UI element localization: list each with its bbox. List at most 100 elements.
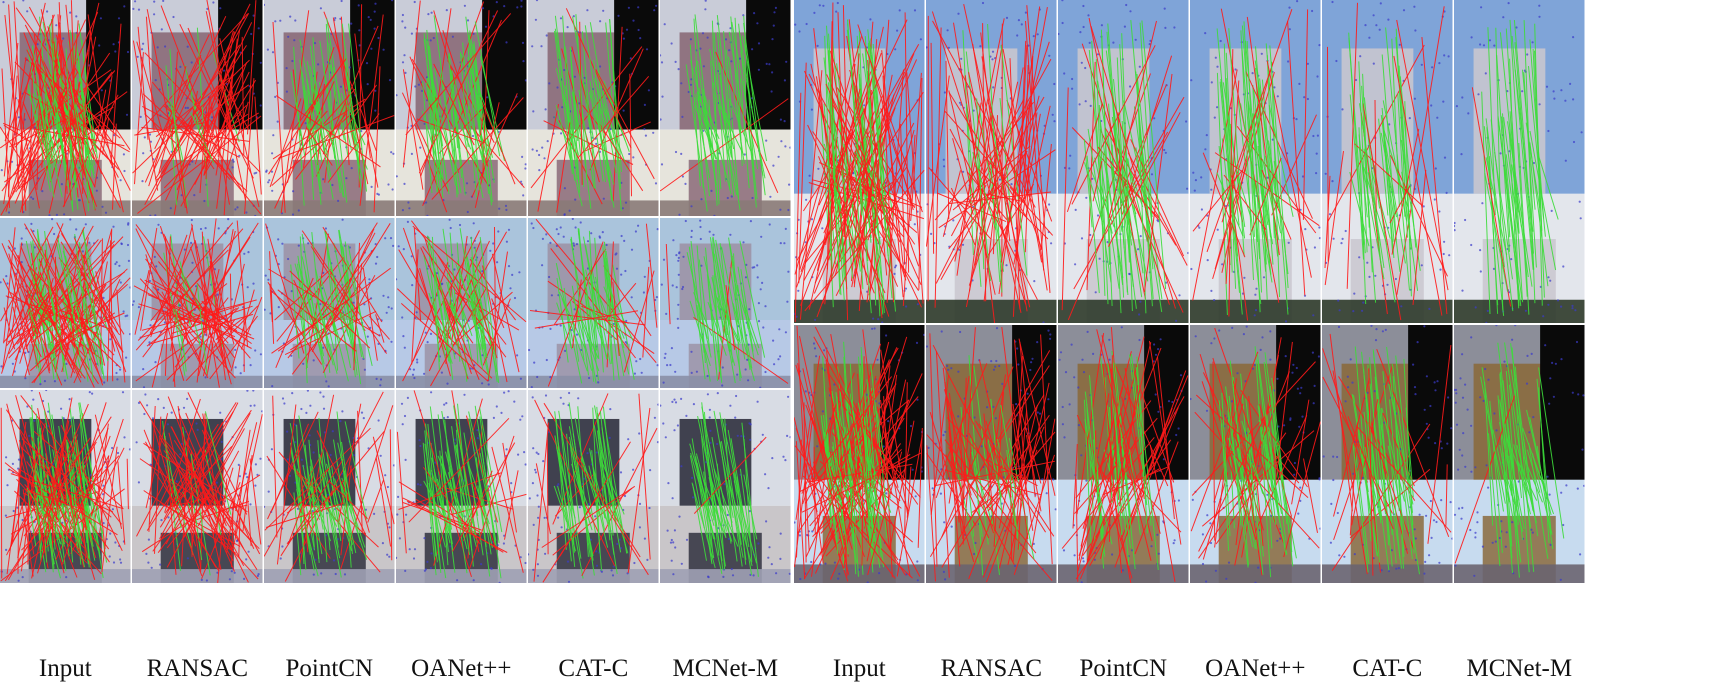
bottom-image-ground <box>396 375 527 388</box>
column-label-left-cat-c: CAT-C <box>558 655 628 682</box>
column-labels: Input RANSAC PointCN OANet++ CAT-C MCNet-M Inp… <box>39 655 1572 682</box>
correspondence-lines <box>1061 17 1188 321</box>
bottom-image-ground <box>926 564 1057 583</box>
match-panel <box>794 325 925 583</box>
match-panel <box>660 218 791 388</box>
bottom-image-ground <box>396 200 527 216</box>
match-panel <box>132 0 263 216</box>
correspondence-lines <box>794 2 925 323</box>
match-panel <box>0 0 131 216</box>
column-label-right-mcnet-m: MCNet-M <box>1467 655 1573 682</box>
correspondence-lines <box>1471 19 1559 316</box>
bottom-image-ground <box>264 569 395 583</box>
column-label-left-pointcn: PointCN <box>286 655 374 682</box>
correspondence-lines <box>533 393 658 583</box>
correspondence-lines <box>0 222 131 388</box>
correspondence-lines <box>268 4 395 214</box>
bottom-image-ground <box>1058 299 1189 323</box>
match-panel <box>1322 0 1453 323</box>
padding-bar <box>1408 325 1453 480</box>
padding-bar <box>482 0 527 130</box>
bottom-image-ground <box>926 299 1057 323</box>
match-panel <box>528 0 659 216</box>
match-panel <box>794 0 925 323</box>
bottom-image-ground <box>528 200 659 216</box>
match-panel <box>926 0 1057 323</box>
correspondence-lines <box>264 391 395 582</box>
keypoints <box>1454 1 1583 323</box>
column-label-right-pointcn: PointCN <box>1080 655 1168 682</box>
match-panel <box>264 0 395 216</box>
bottom-image-ground <box>0 200 131 216</box>
correspondence-lines <box>1322 333 1452 576</box>
correspondence-lines <box>1192 8 1320 321</box>
correspondence-lines <box>660 14 789 212</box>
column-label-right-oanet-: OANet++ <box>1205 655 1305 682</box>
match-panel <box>264 218 395 388</box>
correspondence-lines <box>794 325 923 582</box>
column-label-right-cat-c: CAT-C <box>1352 655 1422 682</box>
correspondence-lines <box>1190 327 1321 578</box>
match-panel <box>660 390 791 583</box>
correspondence-lines <box>0 0 131 216</box>
padding-bar <box>746 0 791 130</box>
half-divider <box>792 0 794 583</box>
bottom-image-ground <box>660 375 791 388</box>
match-panel <box>132 218 263 388</box>
column-label-left-ransac: RANSAC <box>147 655 248 682</box>
keypoints <box>660 219 790 388</box>
match-panel <box>1058 0 1189 323</box>
correspondence-lines <box>0 391 129 582</box>
match-panel <box>396 390 527 583</box>
correspondence-lines <box>132 0 262 216</box>
column-label-left-mcnet-m: MCNet-M <box>673 655 779 682</box>
correspondence-lines <box>396 220 527 387</box>
correspondence-lines <box>530 8 655 213</box>
bottom-image-ground <box>660 569 791 583</box>
bottom-image-ground <box>1322 564 1453 583</box>
match-panel <box>926 325 1057 583</box>
correspondence-lines <box>396 390 527 579</box>
correspondence-lines <box>926 3 1056 323</box>
correspondence-lines <box>136 392 263 583</box>
correspondence-lines <box>665 236 789 384</box>
keypoints <box>660 0 791 216</box>
bottom-image-ground <box>794 299 925 323</box>
correspondence-lines <box>401 0 525 213</box>
column-label-left-input: Input <box>39 655 92 682</box>
keypoints <box>528 218 659 388</box>
match-panel <box>1058 325 1189 583</box>
column-label-right-input: Input <box>833 655 886 682</box>
bottom-image-ground <box>660 200 791 216</box>
match-panel <box>1454 325 1585 583</box>
padding-bar <box>1540 325 1585 480</box>
correspondence-lines <box>689 402 767 577</box>
match-panel <box>1190 0 1321 323</box>
match-panel <box>264 390 395 583</box>
match-panel <box>132 390 263 583</box>
correspondence-lines <box>133 218 263 388</box>
column-label-left-oanet-: OANet++ <box>411 655 511 682</box>
keypoints <box>528 391 659 583</box>
correspondence-lines <box>1061 327 1189 583</box>
bottom-image-ground <box>264 200 395 216</box>
match-panel <box>0 218 131 388</box>
match-panel <box>1322 325 1453 583</box>
bottom-image-ground <box>1190 299 1321 323</box>
column-label-right-ransac: RANSAC <box>941 655 1042 682</box>
bottom-image-ground <box>1454 299 1585 323</box>
match-panel <box>660 0 791 216</box>
bottom-image-ground <box>1190 564 1321 583</box>
bottom-image-ground <box>528 375 659 388</box>
bottom-image-ground <box>0 375 131 388</box>
match-panel <box>396 218 527 388</box>
match-panel <box>1454 0 1585 323</box>
match-panel <box>528 390 659 583</box>
correspondence-lines <box>529 218 658 387</box>
bottom-image-ground <box>396 569 527 583</box>
padding-bar <box>350 0 395 130</box>
bottom-image-ground <box>528 569 659 583</box>
match-panel <box>0 390 131 583</box>
